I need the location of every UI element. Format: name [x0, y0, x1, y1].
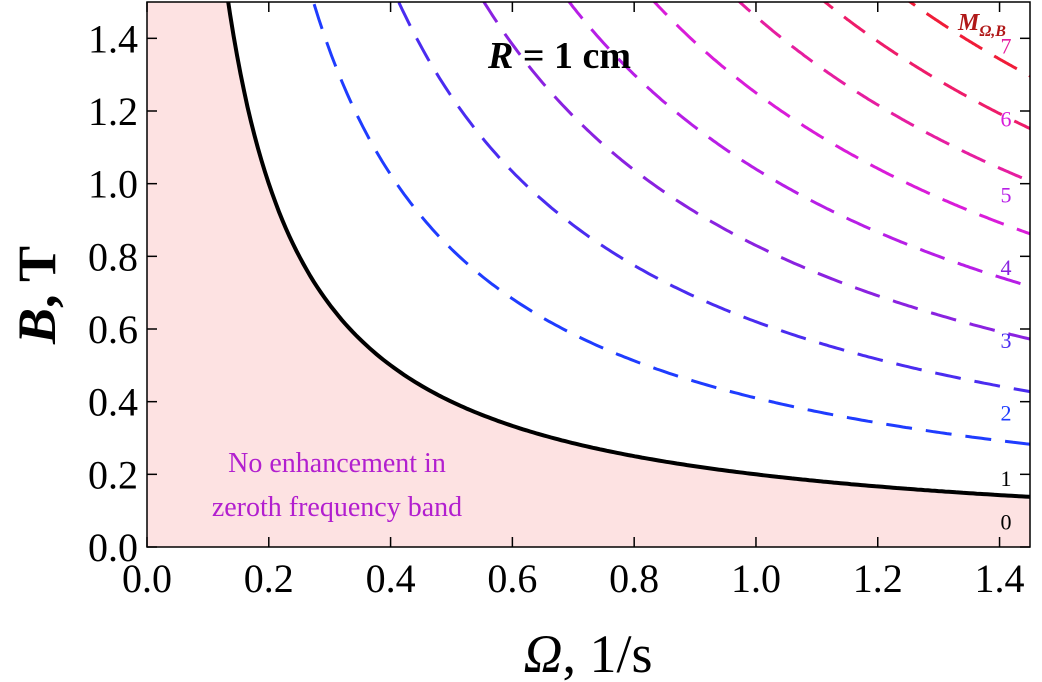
x-tick-label: 0.2	[244, 556, 294, 601]
contour-line-9	[907, 2, 1030, 78]
x-tick-label: 0.6	[487, 556, 537, 601]
shaded-region	[147, 2, 1030, 547]
contour-label-0: 0	[1001, 510, 1012, 535]
x-tick-label: 1.0	[731, 556, 781, 601]
y-axis-title: B, T	[7, 246, 67, 345]
radius-annotation: R = 1 cm	[487, 35, 631, 77]
y-tick-label: 1.0	[88, 162, 138, 207]
contour-label-3: 3	[1001, 328, 1012, 353]
contour-label-7: 7	[1001, 34, 1012, 59]
y-tick-label: 0.0	[88, 525, 138, 570]
boundary-curve	[226, 2, 1030, 499]
plot-area	[147, 2, 1030, 547]
y-tick-label: 0.4	[88, 380, 138, 425]
contour-line-5	[567, 2, 1030, 288]
x-tick-label: 0.8	[609, 556, 659, 601]
y-tick-label: 0.6	[88, 307, 138, 352]
contour-line-2	[311, 2, 1030, 446]
y-tick-label: 1.4	[88, 16, 138, 61]
region-note-line2: zeroth frequency band	[212, 492, 462, 523]
x-tick-label: 0.4	[366, 556, 416, 601]
y-tick-label: 1.2	[88, 89, 138, 134]
x-tick-label: 1.4	[975, 556, 1025, 601]
contour-label-2: 2	[1001, 401, 1012, 426]
dashed-curves	[311, 2, 1030, 446]
plot-frame	[146, 1, 1031, 548]
contour-line-7	[737, 2, 1030, 183]
y-tick-label: 0.8	[88, 234, 138, 279]
y-axis-ticks: 0.0 0.2 0.4 0.6 0.8 1.0 1.2 1.4	[88, 16, 1030, 570]
contour-label-5: 5	[1001, 183, 1012, 208]
region-note-line1: No enhancement in	[228, 448, 446, 479]
contour-label-1: 1	[1001, 466, 1012, 491]
contour-line-3	[397, 2, 1030, 394]
legend-title: MΩ,B	[957, 10, 1006, 40]
y-tick-label: 0.2	[88, 452, 138, 497]
contour-line-8	[822, 2, 1030, 131]
x-axis-ticks: 0.0 0.2 0.4 0.6 0.8 1.0 1.2 1.4	[122, 2, 1025, 601]
contour-label-4: 4	[1001, 255, 1012, 280]
contour-labels: 0123456789	[1001, 34, 1012, 535]
contour-label-6: 6	[1001, 106, 1012, 131]
contour-line-4	[482, 2, 1030, 341]
x-tick-label: 1.2	[853, 556, 903, 601]
contour-line-6	[652, 2, 1030, 236]
x-axis-title: Ω, 1/s	[523, 624, 652, 682]
x-tick-label: 0.0	[122, 556, 172, 601]
